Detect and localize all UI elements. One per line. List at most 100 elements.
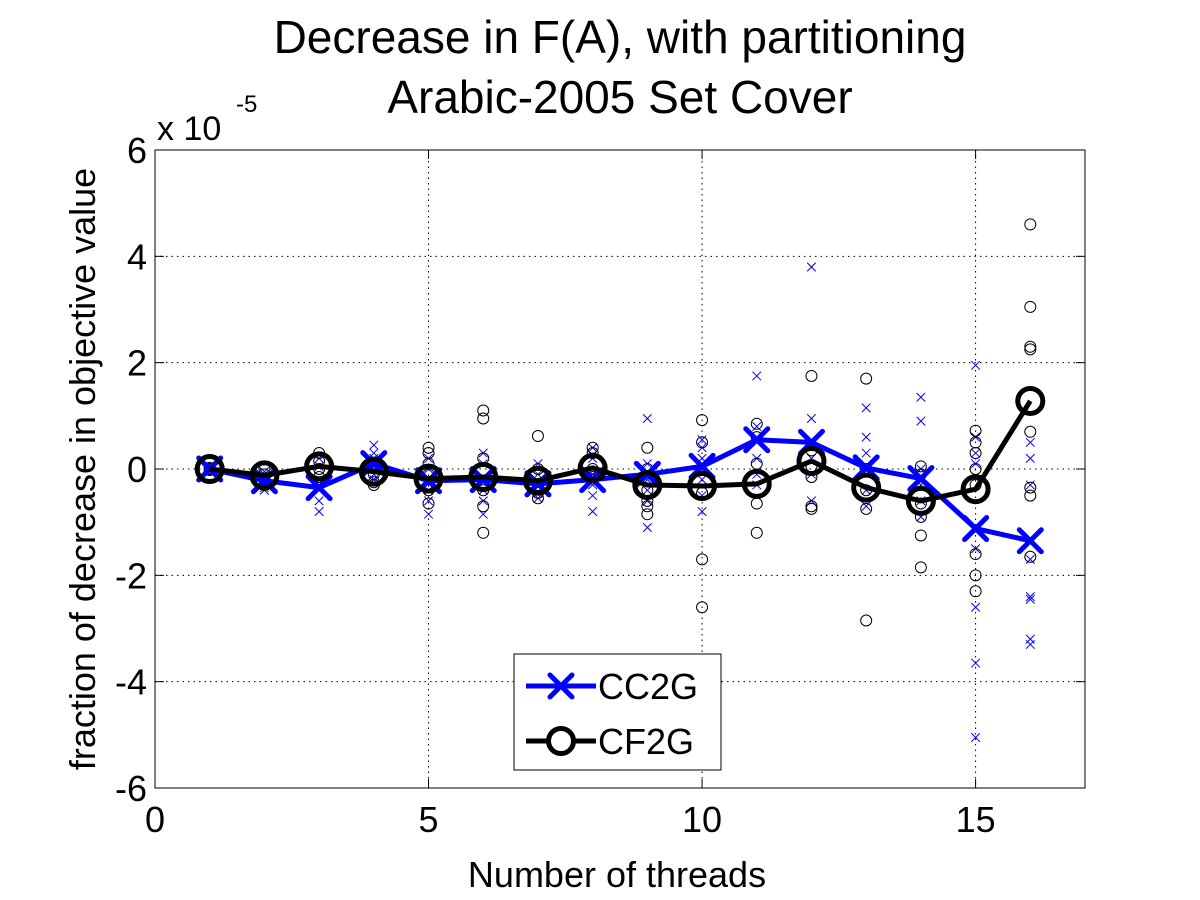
marker-stroke [1025,437,1035,447]
trial-point [314,507,324,517]
trial-point [969,548,982,561]
trial-point [752,371,762,381]
trial-point [696,414,709,427]
y-tick-label: 2 [127,343,147,384]
trial-point [750,526,763,539]
y-tick-label: -2 [115,555,147,596]
x-axis-label: Number of threads [468,854,766,895]
trial-point [969,569,982,582]
y-axis-multiplier: x 10 [157,110,221,148]
trial-point [641,508,654,521]
trial-point [1024,340,1037,353]
data-point [194,454,225,484]
trial-point [806,413,816,423]
trial-point [1024,300,1037,313]
marker-stroke [314,507,324,517]
marker-stroke [642,485,652,495]
trial-point [588,491,598,501]
trial-point [750,497,763,510]
trial-point [914,561,927,574]
trial-point [861,448,871,458]
trial-point [642,413,652,423]
marker-stroke [916,416,926,426]
y-axis-multiplier-exponent: -5 [236,91,257,118]
data-point [522,465,553,496]
trial-point [860,502,873,515]
trial-point [1024,343,1037,356]
y-tick-label: 0 [127,449,147,490]
trial-point [914,497,927,510]
trial-point [969,585,982,598]
data-point [413,463,444,494]
marker-stroke [907,465,935,493]
trial-point [1024,489,1037,502]
trial-point [1024,218,1037,231]
trial-point [971,732,981,742]
trial-point [642,485,652,495]
series-line [209,437,1031,544]
trial-point [697,507,707,517]
y-tick-label: -6 [115,768,147,809]
x-tick-label: 15 [956,799,996,840]
trial-point [477,404,490,417]
x-tick-label: 5 [419,799,439,840]
trial-point [696,601,709,614]
trial-point [971,602,981,612]
y-axis-multiplier-base: x 10 [157,110,221,148]
trial-point [750,457,763,470]
marker-stroke [752,371,762,381]
data-point [962,515,990,543]
trial-point [1025,453,1035,463]
trial-point [806,262,816,272]
marker-stroke [962,515,990,543]
data-point [905,485,936,516]
marker-stroke [971,602,981,612]
y-tick-label: 4 [127,236,147,277]
marker-stroke [588,507,598,517]
legend-label: CC2G [598,666,698,707]
trial-point [805,500,818,513]
trial-point [969,424,982,437]
trial-point [477,500,490,513]
trial-point [422,497,435,510]
trial-point [588,507,598,517]
data-point [743,426,771,454]
marker-stroke [305,474,333,502]
trial-point [750,417,763,430]
data-point [358,456,389,487]
trial-point [1025,592,1035,602]
marker-stroke [588,491,598,501]
trial-point [696,436,709,449]
marker-stroke [861,448,871,458]
trial-point [424,509,434,519]
marker-stroke [1025,592,1035,602]
x-tick-label: 10 [682,799,722,840]
series-cf2g [194,385,1046,516]
marker-stroke [547,672,575,700]
trial-point [916,416,926,426]
data-point [960,474,991,505]
trial-point [477,526,490,539]
data-point [796,446,827,477]
marker-stroke [916,392,926,402]
data-point [851,472,882,503]
marker-stroke [369,440,379,450]
axis-layer: 0 5 10 15 -6 -4 -2 0 2 4 6 [115,130,1085,840]
trial-point [914,529,927,542]
data-point [632,469,663,500]
trial-point [1024,550,1037,563]
series-line [209,399,1033,504]
chart-subtitle: Arabic-2005 Set Cover [387,71,852,123]
trial-points-cf2g [203,218,1037,627]
trial-point [1025,437,1035,447]
data-point [577,452,608,483]
trial-point [1024,481,1037,494]
trial-point [586,447,599,460]
trial-point [1024,425,1037,438]
trial-point [531,430,544,443]
trial-point [914,460,927,473]
trial-point [1025,639,1035,649]
data-point [687,471,718,502]
